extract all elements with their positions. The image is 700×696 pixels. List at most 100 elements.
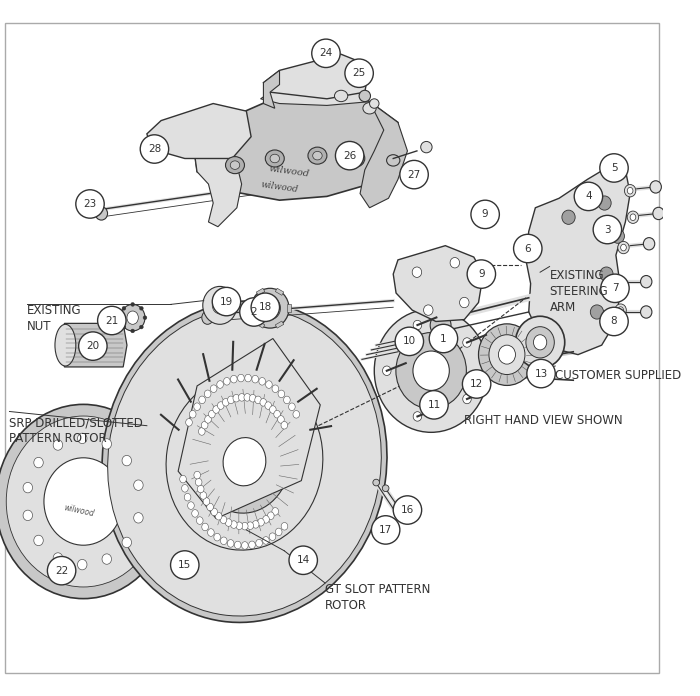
Ellipse shape — [412, 267, 421, 278]
Circle shape — [463, 370, 491, 398]
Ellipse shape — [230, 375, 237, 383]
Ellipse shape — [34, 457, 43, 468]
Polygon shape — [287, 304, 291, 312]
Ellipse shape — [335, 90, 348, 102]
Circle shape — [600, 154, 628, 182]
Ellipse shape — [218, 402, 224, 409]
Ellipse shape — [237, 374, 244, 382]
Ellipse shape — [241, 522, 248, 530]
Ellipse shape — [374, 309, 488, 432]
Ellipse shape — [23, 482, 32, 493]
Ellipse shape — [230, 521, 237, 528]
Ellipse shape — [618, 307, 624, 313]
Text: 23: 23 — [83, 199, 97, 209]
Ellipse shape — [131, 303, 134, 306]
Ellipse shape — [430, 314, 451, 337]
Ellipse shape — [463, 338, 471, 347]
Ellipse shape — [181, 484, 188, 492]
Ellipse shape — [386, 155, 400, 166]
Ellipse shape — [190, 411, 196, 418]
Polygon shape — [275, 288, 284, 295]
Text: wilwood: wilwood — [260, 180, 299, 194]
Ellipse shape — [0, 404, 171, 599]
Text: 8: 8 — [610, 317, 617, 326]
Ellipse shape — [270, 155, 279, 163]
Ellipse shape — [122, 306, 126, 310]
Text: wilwood: wilwood — [268, 164, 310, 179]
Ellipse shape — [102, 554, 111, 564]
Ellipse shape — [382, 366, 391, 375]
Ellipse shape — [275, 528, 282, 536]
Ellipse shape — [211, 508, 218, 516]
Ellipse shape — [108, 308, 382, 616]
Text: 9: 9 — [478, 269, 484, 279]
Ellipse shape — [258, 519, 265, 526]
Ellipse shape — [95, 207, 108, 220]
Ellipse shape — [413, 412, 421, 421]
Text: 26: 26 — [343, 150, 356, 161]
Text: 11: 11 — [427, 400, 440, 410]
Text: 1: 1 — [440, 333, 447, 344]
Ellipse shape — [288, 403, 295, 411]
Text: 21: 21 — [105, 315, 118, 326]
Text: EXISTING
STEERING
ARM: EXISTING STEERING ARM — [550, 269, 608, 315]
Ellipse shape — [618, 242, 629, 254]
Ellipse shape — [308, 147, 327, 164]
Ellipse shape — [199, 410, 290, 513]
Ellipse shape — [463, 394, 471, 404]
Ellipse shape — [351, 155, 360, 163]
Ellipse shape — [621, 244, 626, 251]
Polygon shape — [360, 102, 407, 208]
Ellipse shape — [127, 311, 139, 324]
Ellipse shape — [223, 377, 230, 385]
Ellipse shape — [206, 503, 214, 511]
Ellipse shape — [199, 427, 205, 435]
Circle shape — [289, 546, 317, 574]
Text: 12: 12 — [470, 379, 483, 389]
Polygon shape — [275, 321, 284, 328]
Ellipse shape — [253, 521, 259, 528]
Ellipse shape — [102, 301, 387, 622]
Ellipse shape — [450, 258, 460, 268]
Ellipse shape — [223, 399, 229, 406]
Ellipse shape — [256, 539, 262, 547]
Text: 4: 4 — [585, 191, 591, 201]
Text: EXISTING
NUT: EXISTING NUT — [27, 304, 81, 333]
Ellipse shape — [643, 237, 655, 250]
Ellipse shape — [208, 529, 214, 537]
Ellipse shape — [234, 541, 241, 548]
Ellipse shape — [204, 416, 211, 423]
Ellipse shape — [102, 438, 111, 449]
Ellipse shape — [612, 276, 624, 288]
Ellipse shape — [53, 553, 63, 563]
Ellipse shape — [281, 523, 288, 530]
Polygon shape — [249, 304, 253, 312]
Polygon shape — [263, 54, 370, 99]
Ellipse shape — [211, 385, 217, 393]
Ellipse shape — [396, 333, 466, 409]
Ellipse shape — [249, 395, 256, 402]
Polygon shape — [194, 94, 398, 200]
Polygon shape — [256, 321, 265, 328]
Ellipse shape — [6, 416, 160, 587]
Ellipse shape — [479, 324, 536, 386]
Ellipse shape — [197, 517, 203, 524]
Text: 5: 5 — [610, 163, 617, 173]
Ellipse shape — [615, 304, 626, 316]
Ellipse shape — [118, 316, 122, 319]
Ellipse shape — [204, 390, 211, 397]
Ellipse shape — [200, 491, 206, 499]
Polygon shape — [263, 70, 279, 109]
Ellipse shape — [120, 304, 145, 331]
Ellipse shape — [650, 181, 662, 193]
Polygon shape — [61, 324, 127, 367]
Circle shape — [97, 306, 126, 335]
Ellipse shape — [270, 406, 276, 413]
Ellipse shape — [515, 316, 565, 368]
Ellipse shape — [284, 396, 290, 404]
Circle shape — [467, 260, 496, 288]
Polygon shape — [526, 165, 630, 355]
Text: 28: 28 — [148, 144, 161, 154]
Text: SRP DRILLED/SLOTTED
PATTERN ROTOR: SRP DRILLED/SLOTTED PATTERN ROTOR — [10, 416, 144, 445]
Text: RIGHT HAND VIEW SHOWN: RIGHT HAND VIEW SHOWN — [464, 414, 623, 427]
